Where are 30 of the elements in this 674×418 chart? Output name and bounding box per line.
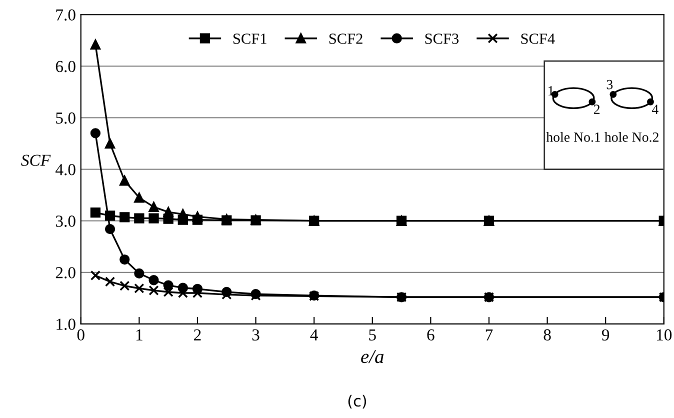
y-tick-label: 7.0 <box>56 9 76 21</box>
legend-label: SCF1 <box>233 34 266 44</box>
annotation: 3 <box>606 80 613 90</box>
annotation: 2 <box>594 104 600 114</box>
text: (c) <box>348 394 366 408</box>
x-tick-label: 2 <box>194 329 201 340</box>
x-tick-label: 6 <box>427 329 434 341</box>
legend-label: SCF3 <box>425 34 459 44</box>
x-tick-label: 5 <box>369 329 376 341</box>
y-tick-label: 5.0 <box>56 112 76 124</box>
x-tick-label: 1 <box>136 329 142 340</box>
legend-label: SCF2 <box>329 34 362 44</box>
y-tick-label: 2.0 <box>56 267 76 278</box>
y-tick-label: 4.0 <box>56 164 76 176</box>
x-tick-label: 4 <box>310 329 318 340</box>
x-tick-label: 0 <box>77 329 84 341</box>
y-axis-title: SCF <box>21 154 51 166</box>
x-tick-label: 7 <box>486 329 493 340</box>
x-tick-label: 3 <box>252 329 260 341</box>
y-tick-label: 3.0 <box>56 216 76 227</box>
legend-label: SCF4 <box>521 34 555 44</box>
annotation: 4 <box>652 104 658 114</box>
x-axis-title: e/a <box>361 350 384 364</box>
y-tick-label: 6.0 <box>56 60 76 72</box>
x-tick-label: 9 <box>602 329 610 341</box>
y-tick-label: 1.0 <box>56 318 76 330</box>
x-tick-label: 8 <box>544 329 551 341</box>
annotation: hole No.2 <box>604 132 658 142</box>
annotation: hole No.1 <box>546 132 600 142</box>
x-tick-label: 10 <box>657 329 672 341</box>
